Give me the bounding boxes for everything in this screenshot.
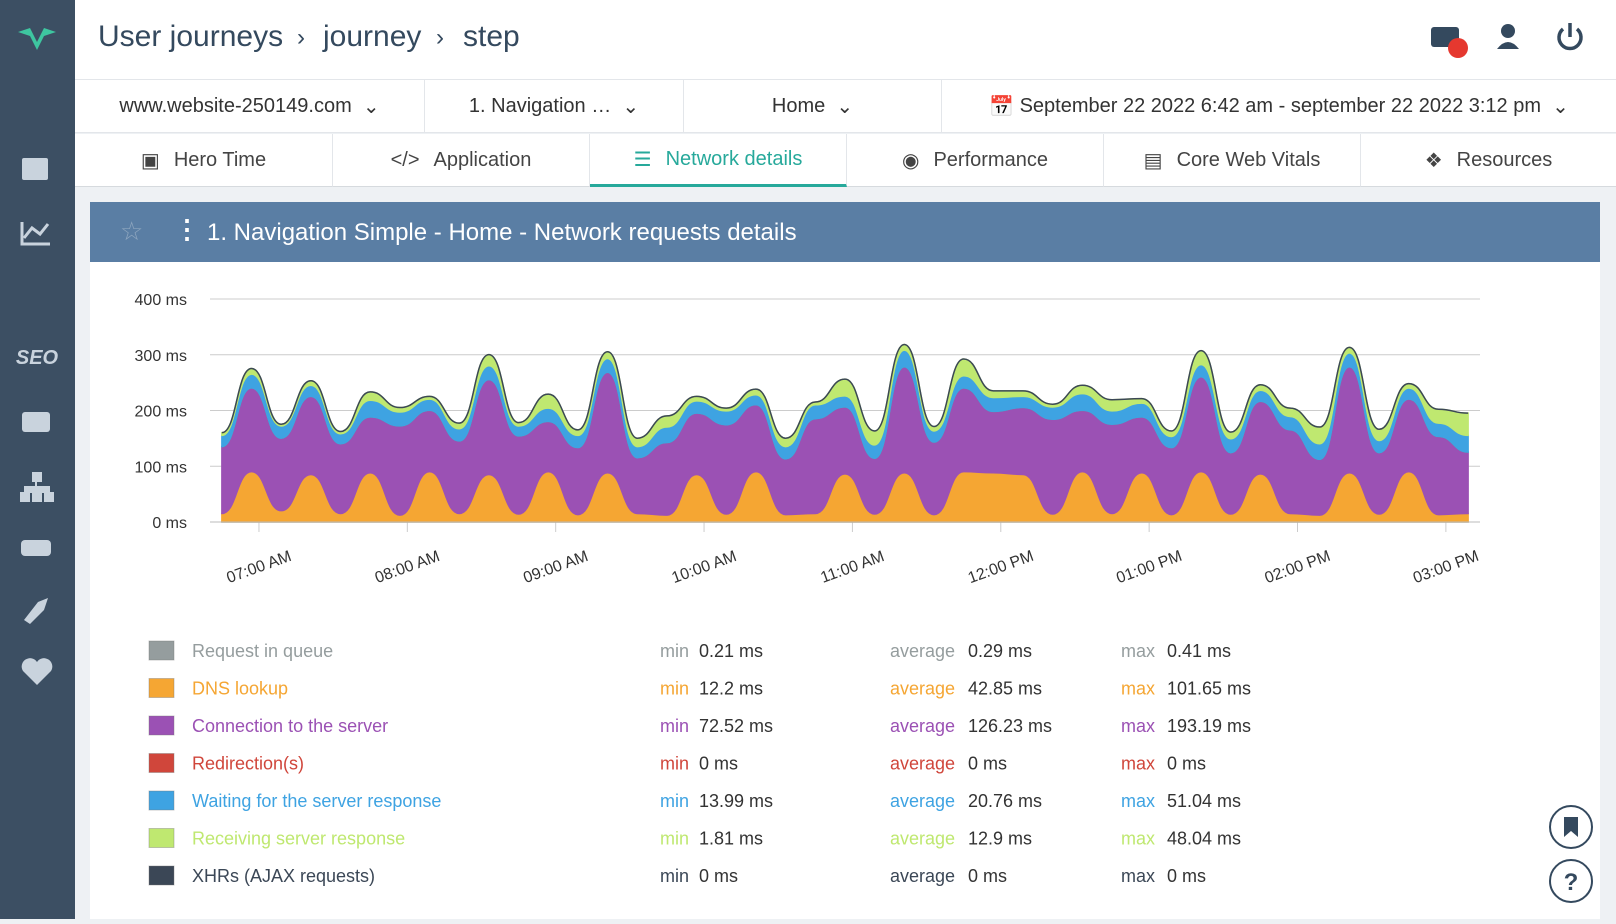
stat-value: 0.29 ms — [968, 641, 1032, 661]
stat-label: max — [1121, 641, 1155, 661]
stat-label: min — [660, 791, 689, 811]
stat-value: 0 ms — [699, 866, 738, 886]
x-tick-label: 11:00 AM — [818, 548, 886, 587]
stat-value: 126.23 ms — [968, 716, 1052, 736]
stat-label: average — [890, 716, 955, 736]
legend-swatch — [149, 754, 174, 773]
legend-swatch — [149, 641, 174, 660]
stat-label: min — [660, 641, 689, 661]
stat-value: 72.52 ms — [699, 716, 773, 736]
stat-label: max — [1121, 716, 1155, 736]
stat-value: 0 ms — [968, 754, 1007, 774]
y-tick-label: 400 ms — [135, 292, 187, 309]
stat-label: average — [890, 641, 955, 661]
legend-label: Request in queue — [192, 641, 333, 661]
legend-label: Redirection(s) — [192, 754, 304, 774]
legend-swatch — [149, 716, 174, 735]
stat-label: min — [660, 716, 689, 736]
stat-value: 13.99 ms — [699, 791, 773, 811]
stat-label: max — [1121, 866, 1155, 886]
legend-swatch — [149, 791, 174, 810]
help-icon: ? — [1564, 869, 1579, 896]
stat-value: 0 ms — [968, 866, 1007, 886]
stat-label: max — [1121, 679, 1155, 699]
legend-label: Connection to the server — [192, 716, 388, 736]
stat-label: average — [890, 679, 955, 699]
stat-value: 0 ms — [699, 754, 738, 774]
stat-label: min — [660, 754, 689, 774]
x-tick-label: 08:00 AM — [373, 548, 442, 587]
legend-swatch — [149, 829, 174, 848]
stat-label: max — [1121, 829, 1155, 849]
stat-value: 12.9 ms — [968, 829, 1032, 849]
x-tick-label: 09:00 AM — [521, 548, 590, 587]
stat-value: 20.76 ms — [968, 791, 1042, 811]
x-tick-label: 12:00 PM — [966, 548, 1036, 587]
stat-value: 1.81 ms — [699, 829, 763, 849]
stat-label: average — [890, 754, 955, 774]
x-tick-label: 03:00 PM — [1411, 548, 1481, 587]
y-tick-label: 100 ms — [135, 459, 187, 476]
stat-label: min — [660, 866, 689, 886]
x-tick-label: 01:00 PM — [1114, 548, 1184, 587]
stat-value: 193.19 ms — [1167, 716, 1251, 736]
legend-label: Waiting for the server response — [192, 791, 441, 811]
legend-label: Receiving server response — [192, 829, 405, 849]
x-tick-label: 10:00 AM — [670, 548, 739, 587]
stat-value: 101.65 ms — [1167, 679, 1251, 699]
x-tick-label: 07:00 AM — [224, 548, 293, 587]
stat-label: min — [660, 679, 689, 699]
legend-label: XHRs (AJAX requests) — [192, 866, 375, 886]
x-tick-label: 02:00 PM — [1263, 548, 1333, 587]
stat-value: 12.2 ms — [699, 679, 763, 699]
stat-label: max — [1121, 791, 1155, 811]
stat-value: 42.85 ms — [968, 679, 1042, 699]
stat-label: average — [890, 829, 955, 849]
stat-value: 0 ms — [1167, 866, 1206, 886]
legend-swatch — [149, 866, 174, 885]
stat-label: max — [1121, 754, 1155, 774]
stat-label: average — [890, 791, 955, 811]
legend-swatch — [149, 679, 174, 698]
stat-value: 0 ms — [1167, 754, 1206, 774]
stat-value: 51.04 ms — [1167, 791, 1241, 811]
stat-label: average — [890, 866, 955, 886]
stat-value: 48.04 ms — [1167, 829, 1241, 849]
y-tick-label: 200 ms — [135, 404, 187, 421]
stat-label: min — [660, 829, 689, 849]
legend-label: DNS lookup — [192, 679, 288, 699]
y-tick-label: 300 ms — [135, 348, 187, 365]
stat-value: 0.41 ms — [1167, 641, 1231, 661]
y-tick-label: 0 ms — [152, 515, 187, 532]
stat-value: 0.21 ms — [699, 641, 763, 661]
